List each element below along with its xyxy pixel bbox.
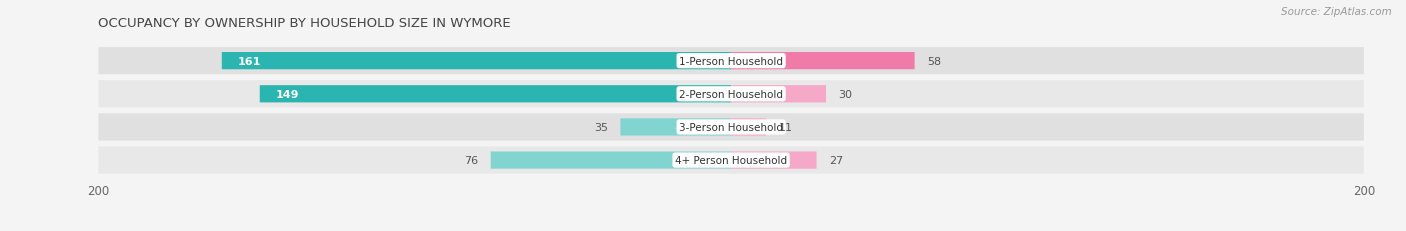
Text: 3-Person Household: 3-Person Household [679, 122, 783, 132]
FancyBboxPatch shape [620, 119, 731, 136]
FancyBboxPatch shape [98, 81, 1364, 108]
FancyBboxPatch shape [98, 114, 1364, 141]
FancyBboxPatch shape [731, 119, 766, 136]
Text: 58: 58 [927, 56, 942, 66]
Text: 4+ Person Household: 4+ Person Household [675, 155, 787, 165]
Text: 27: 27 [830, 155, 844, 165]
FancyBboxPatch shape [731, 53, 914, 70]
Text: 149: 149 [276, 89, 299, 99]
Text: Source: ZipAtlas.com: Source: ZipAtlas.com [1281, 7, 1392, 17]
FancyBboxPatch shape [731, 152, 817, 169]
FancyBboxPatch shape [222, 53, 731, 70]
FancyBboxPatch shape [491, 152, 731, 169]
Text: 1-Person Household: 1-Person Household [679, 56, 783, 66]
FancyBboxPatch shape [731, 86, 825, 103]
FancyBboxPatch shape [98, 48, 1364, 75]
FancyBboxPatch shape [260, 86, 731, 103]
Text: 11: 11 [779, 122, 793, 132]
Text: OCCUPANCY BY OWNERSHIP BY HOUSEHOLD SIZE IN WYMORE: OCCUPANCY BY OWNERSHIP BY HOUSEHOLD SIZE… [98, 17, 510, 30]
Text: 30: 30 [838, 89, 852, 99]
Text: 76: 76 [464, 155, 478, 165]
Text: 2-Person Household: 2-Person Household [679, 89, 783, 99]
FancyBboxPatch shape [98, 147, 1364, 174]
Legend: Owner-occupied, Renter-occupied: Owner-occupied, Renter-occupied [613, 228, 849, 231]
Text: 161: 161 [238, 56, 262, 66]
Text: 35: 35 [593, 122, 607, 132]
